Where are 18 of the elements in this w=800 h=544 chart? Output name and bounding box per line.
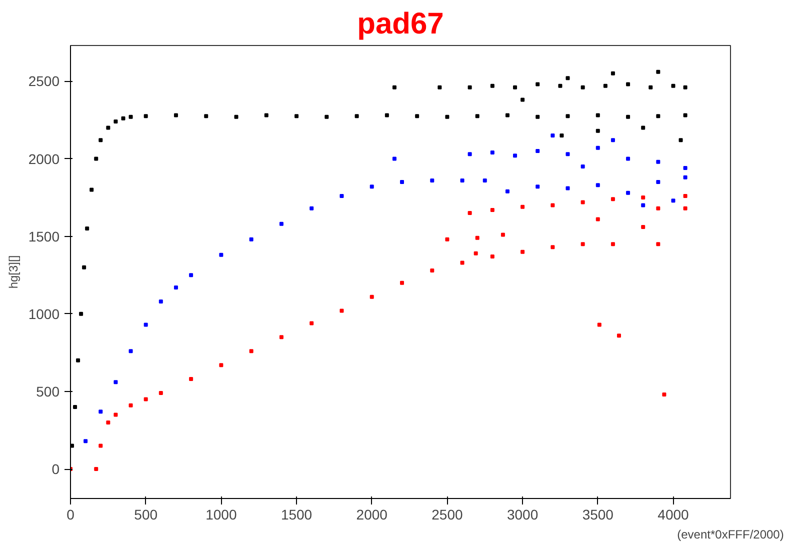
- y-tick-label: 1500: [28, 228, 60, 244]
- y-tick-label: 0: [52, 461, 60, 478]
- x-tick-label: 500: [134, 506, 158, 522]
- y-tick-label: 500: [36, 383, 60, 400]
- x-tick-label: 2500: [432, 506, 463, 522]
- y-tick-label: 2500: [28, 73, 60, 90]
- x-tick-label: 1500: [280, 506, 312, 522]
- x-tick-label: 0: [66, 506, 75, 522]
- x-tick-label: 1000: [206, 506, 237, 522]
- x-axis-title: (event*0xFFF/2000): [677, 528, 784, 542]
- y-tick-label: 1000: [28, 306, 60, 322]
- x-tick-label: 3500: [582, 506, 614, 522]
- y-axis-title: hg[3][]: [6, 255, 20, 289]
- chart-title: pad67: [357, 8, 444, 40]
- x-tick-label: 3000: [506, 506, 538, 522]
- y-tick-label: 2000: [28, 150, 60, 167]
- x-tick-label: 2000: [356, 506, 388, 522]
- x-tick-label: 4000: [658, 506, 690, 522]
